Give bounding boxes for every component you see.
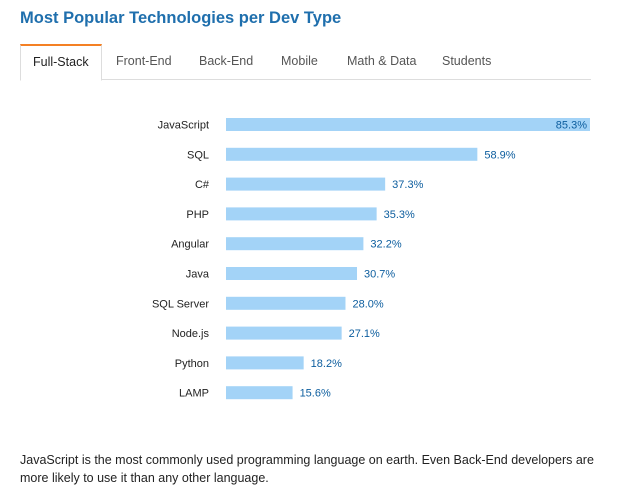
bar-sql-server (226, 296, 346, 310)
value-label-sql: 58.9% (484, 149, 515, 161)
tab-students[interactable]: Students (442, 54, 492, 68)
category-label-angular: Angular (171, 239, 209, 251)
bar-lamp (226, 386, 293, 400)
category-label-python: Python (175, 358, 209, 370)
bar-csharp (226, 177, 386, 191)
tab-front-end[interactable]: Front-End (116, 54, 172, 68)
bar-angular (226, 237, 364, 251)
value-label-php: 35.3% (384, 209, 415, 221)
value-label-lamp: 15.6% (300, 388, 331, 400)
page-title: Most Popular Technologies per Dev Type (20, 9, 342, 27)
value-label-angular: 32.2% (370, 239, 401, 251)
bar-sql (226, 147, 478, 161)
category-label-sql-server: SQL Server (152, 298, 209, 310)
value-label-python: 18.2% (311, 358, 342, 370)
tab-back-end[interactable]: Back-End (199, 54, 254, 68)
category-label-lamp: LAMP (179, 388, 209, 400)
bar-python (226, 356, 304, 370)
value-label-node-js: 27.1% (349, 328, 380, 340)
footer-description: JavaScript is the most commonly used pro… (20, 453, 594, 485)
category-label-javascript: JavaScript (158, 120, 209, 132)
tab-mobile[interactable]: Mobile (281, 54, 318, 68)
value-label-sql-server: 28.0% (352, 298, 383, 310)
bar-node-js (226, 326, 342, 340)
value-label-javascript: 85.3% (556, 120, 587, 132)
bar-php (226, 207, 377, 221)
category-label-csharp: C# (195, 179, 210, 191)
category-label-node-js: Node.js (172, 328, 210, 340)
bar-javascript (226, 118, 590, 131)
category-label-java: Java (186, 269, 210, 281)
bar-java (226, 267, 358, 280)
technology-bar-chart: JavaScript 85.3% SQL 58.9% C# 37.3% PHP 35.3% An… (152, 118, 590, 400)
tab-math-data[interactable]: Math & Data (347, 54, 417, 68)
category-label-sql: SQL (187, 149, 209, 161)
category-label-php: PHP (186, 209, 209, 221)
tab-full-stack[interactable]: Full-Stack (20, 44, 102, 81)
tab-bar: Full-Stack Front-End Back-End Mobile Mat… (20, 44, 591, 81)
value-label-csharp: 37.3% (392, 179, 423, 191)
value-label-java: 30.7% (364, 269, 395, 281)
